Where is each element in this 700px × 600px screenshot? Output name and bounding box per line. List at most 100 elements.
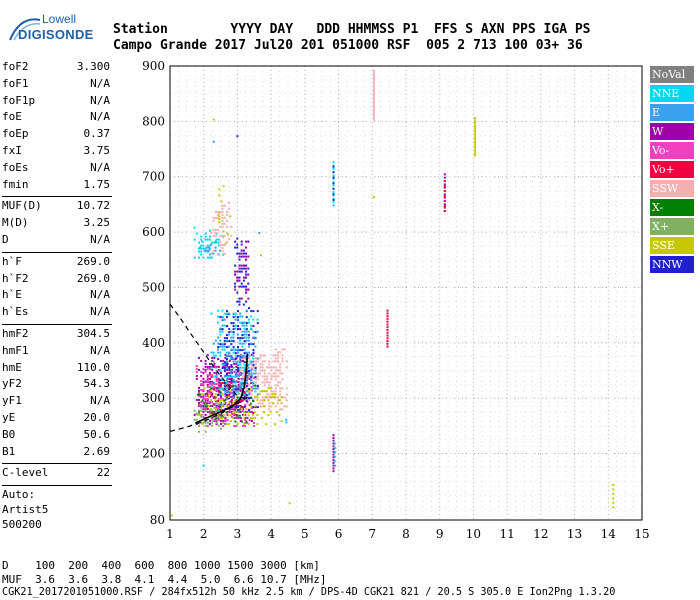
- echo-point: [226, 316, 228, 319]
- echo-point: [215, 422, 218, 425]
- echo-point: [236, 351, 239, 354]
- echo-point: [256, 399, 259, 402]
- echo-point: [245, 390, 248, 393]
- echo-point: [236, 360, 239, 363]
- param-name: h`F: [2, 254, 22, 268]
- echo-point: [238, 264, 241, 267]
- echo-point: [237, 367, 239, 370]
- echo-point: [246, 422, 249, 424]
- echo-point: [373, 105, 375, 108]
- echo-point: [249, 387, 252, 390]
- echo-point: [232, 394, 235, 397]
- echo-point: [245, 273, 248, 276]
- echo-point: [233, 389, 236, 391]
- echo-point: [237, 377, 240, 380]
- echo-point: [332, 461, 335, 464]
- echo-point: [239, 400, 242, 402]
- echo-point: [246, 368, 249, 370]
- echo-point: [239, 387, 242, 390]
- echo-point: [332, 456, 335, 459]
- echo-point: [233, 371, 236, 373]
- echo-point: [249, 402, 252, 405]
- param-row: fxI 3.75: [2, 144, 110, 161]
- echo-point: [236, 300, 239, 303]
- echo-point: [211, 256, 214, 259]
- echo-point: [332, 459, 335, 462]
- x-tick-label: 1: [166, 527, 174, 541]
- param-name: foEp: [2, 127, 29, 141]
- echo-point: [248, 360, 251, 363]
- polarization-legend: NoVal NNE E W Vo- Vo+ SSW X- X+ SSE NNW: [650, 66, 694, 275]
- echo-point: [228, 201, 231, 204]
- echo-point: [209, 244, 211, 247]
- echo-point: [210, 387, 213, 390]
- echo-point: [332, 182, 335, 185]
- echo-point: [221, 315, 224, 318]
- echo-point: [208, 396, 210, 399]
- echo-point: [200, 395, 203, 398]
- echo-point: [332, 174, 335, 177]
- echo-point: [261, 354, 264, 357]
- echo-point: [263, 372, 266, 375]
- echo-point: [252, 399, 254, 402]
- echo-point: [223, 312, 226, 315]
- echo-point: [215, 386, 218, 389]
- echo-point: [243, 397, 246, 400]
- param-name: foEs: [2, 160, 29, 174]
- echo-point: [288, 502, 291, 505]
- echo-point: [206, 238, 209, 241]
- echo-point: [250, 382, 253, 384]
- echo-point: [228, 365, 231, 368]
- echo-point: [221, 348, 224, 351]
- autoscaler-version: 500200: [2, 518, 42, 532]
- echo-point: [204, 401, 207, 403]
- echo-point: [231, 398, 233, 401]
- echo-point: [212, 411, 215, 414]
- echo-point: [386, 323, 389, 326]
- echo-point: [279, 372, 282, 375]
- echo-point: [255, 381, 257, 384]
- param-row: h`E N/A: [2, 288, 110, 305]
- echo-point: [268, 408, 271, 411]
- param-divider: [2, 463, 112, 465]
- echo-point: [259, 402, 262, 405]
- param-row: h`F2 269.0: [2, 272, 110, 289]
- echo-point: [195, 232, 198, 235]
- echo-point: [217, 210, 220, 213]
- echo-point: [279, 390, 282, 393]
- echo-point: [243, 336, 246, 339]
- echo-point: [234, 327, 237, 330]
- param-name: yF2: [2, 377, 22, 391]
- echo-point: [252, 343, 255, 346]
- echo-point: [241, 406, 244, 408]
- param-row: foF1 N/A: [2, 77, 110, 94]
- echo-point: [255, 378, 257, 381]
- echo-point: [246, 402, 249, 405]
- echo-point: [245, 246, 248, 249]
- echo-point: [332, 434, 335, 437]
- echo-point: [242, 267, 245, 270]
- legend-item: NNW: [650, 256, 694, 273]
- echo-point: [267, 414, 270, 417]
- echo-point: [238, 267, 241, 270]
- echo-point: [254, 367, 257, 370]
- x-tick-label: 3: [234, 527, 242, 541]
- echo-point: [237, 409, 239, 412]
- echo-point: [237, 401, 240, 403]
- echo-point: [202, 247, 205, 250]
- echo-point: [386, 326, 389, 329]
- echo-point: [612, 484, 615, 486]
- echo-point: [247, 345, 250, 348]
- echo-point: [265, 396, 268, 399]
- autoscaler-name: Artist5: [2, 503, 49, 517]
- echo-point: [373, 69, 375, 72]
- echo-point: [237, 316, 239, 319]
- echo-point: [215, 418, 218, 421]
- echo-point: [211, 418, 214, 421]
- echo-point: [218, 212, 221, 215]
- echo-point: [252, 310, 255, 313]
- echo-point: [220, 374, 222, 377]
- echo-point: [221, 342, 224, 345]
- echo-point: [218, 218, 221, 221]
- echo-point: [204, 371, 207, 373]
